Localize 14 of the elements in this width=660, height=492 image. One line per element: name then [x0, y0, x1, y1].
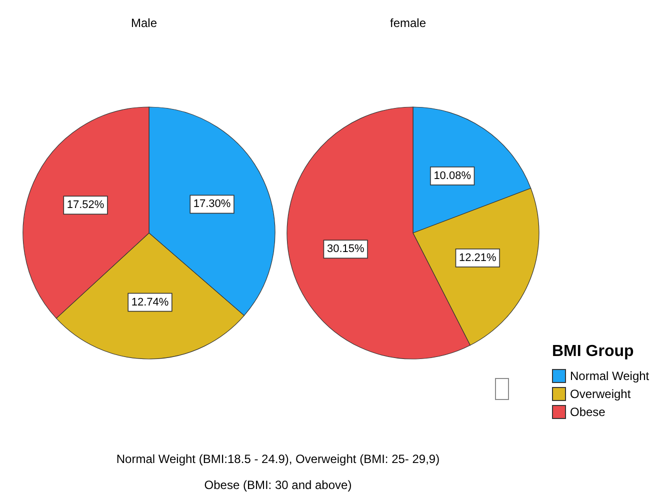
chart-title: female — [388, 15, 428, 32]
text: Normal Weight (BMI:18.5 - 24.9), Overweight (BMI: 25- 29,9) — [115, 451, 441, 468]
data-label: 12.21% — [458, 252, 497, 264]
text: Obese (BMI: 30 and above) — [203, 477, 353, 492]
chart-title: Male — [130, 15, 158, 32]
legend-label: Overweight — [570, 387, 631, 401]
data-label: 17.52% — [66, 199, 104, 212]
legend-label: Obese — [570, 405, 606, 419]
data-label: 17.30% — [193, 198, 231, 210]
data-label: 10.08% — [434, 170, 472, 182]
data-label: 30.15% — [326, 243, 364, 256]
data-label: 12.74% — [131, 296, 169, 308]
legend-label: Normal Weight — [570, 369, 650, 383]
legend-title: BMI Group — [552, 343, 635, 361]
